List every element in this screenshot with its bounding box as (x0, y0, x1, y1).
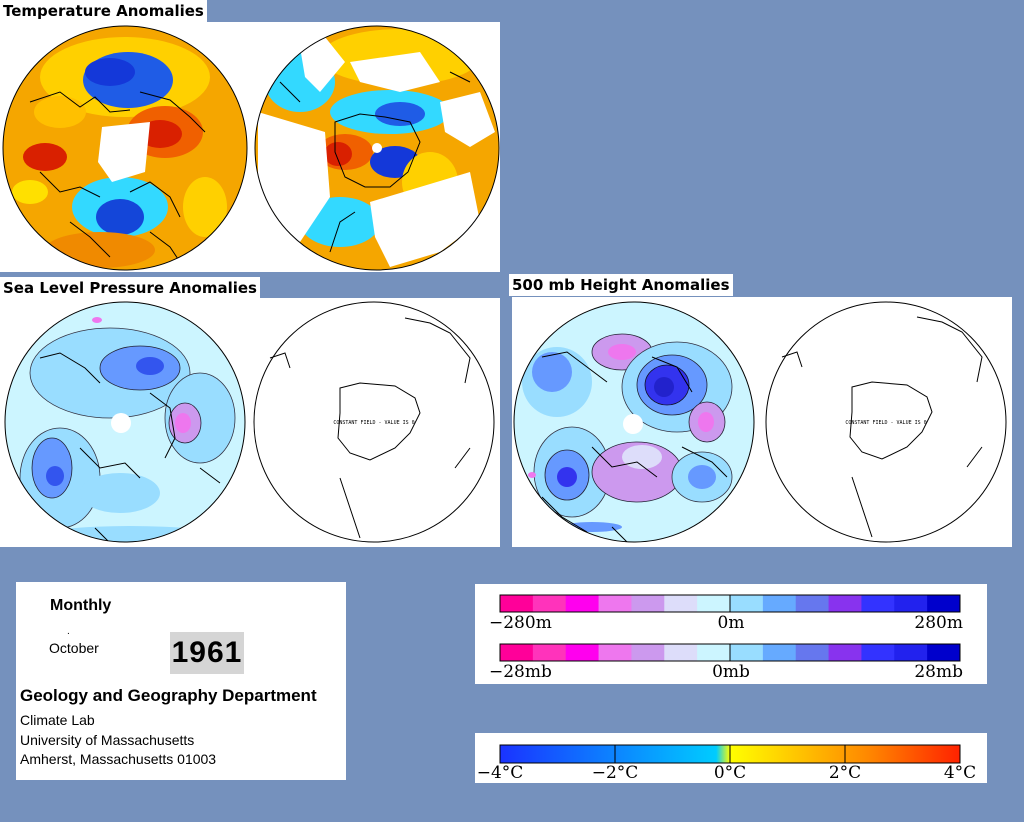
color-bin (828, 595, 862, 612)
color-bin (565, 644, 600, 661)
color-bin (795, 595, 830, 612)
color-bin (927, 644, 961, 661)
height-min-label: −280m (489, 613, 552, 633)
temp-label-0: 0°C (714, 763, 746, 783)
color-bin (762, 595, 797, 612)
pressure-color-bar (499, 643, 961, 662)
temperature-map-panel (0, 22, 500, 272)
pressure-min-label: −28mb (489, 662, 552, 682)
university-label: University of Massachusetts (20, 732, 195, 748)
address-label: Amherst, Massachusetts 01003 (20, 751, 217, 767)
height-500mb-southern-hemisphere-map: CONSTANT FIELD - VALUE IS 0 (765, 301, 1007, 543)
color-bin (697, 595, 731, 612)
color-bin (762, 644, 797, 661)
color-bin (894, 595, 928, 612)
color-bin (664, 595, 698, 612)
color-bin (861, 644, 895, 661)
temp-label-4: 4°C (944, 763, 976, 783)
height-pressure-scale: −280m 0m 280m −28mb 0mb 28mb (475, 584, 987, 684)
height-500mb-map-panel: CONSTANT FIELD - VALUE IS 0 (512, 297, 1012, 547)
temperature-anomalies-title: Temperature Anomalies (0, 0, 207, 22)
color-bin (631, 644, 665, 661)
temp-label-neg4: −4°C (477, 763, 524, 783)
year-label: 1961 (170, 632, 244, 674)
color-bin (828, 644, 862, 661)
slp-northern-hemisphere-map (4, 301, 246, 543)
height-500mb-northern-hemisphere-map (513, 301, 755, 543)
height-constant-field-label: CONSTANT FIELD - VALUE IS 0 (845, 420, 926, 426)
height-color-bar (499, 594, 961, 613)
color-bin (730, 595, 764, 612)
slp-southern-hemisphere-map: CONSTANT FIELD - VALUE IS 0 (253, 301, 495, 543)
color-bin (697, 644, 731, 661)
color-bin (795, 644, 830, 661)
department-label: Geology and Geography Department (20, 686, 317, 705)
temperature-southern-hemisphere-map (254, 25, 500, 271)
height-500mb-title: 500 mb Height Anomalies (509, 274, 733, 296)
sea-level-pressure-map-panel: CONSTANT FIELD - VALUE IS 0 (0, 298, 500, 547)
temperature-scale: −4°C −2°C 0°C 2°C 4°C (475, 733, 987, 783)
sea-level-pressure-title: Sea Level Pressure Anomalies (0, 277, 260, 299)
height-mid-label: 0m (718, 613, 745, 633)
color-bin (894, 644, 928, 661)
height-max-label: 280m (914, 613, 963, 633)
color-bin (927, 595, 961, 612)
color-bin (532, 595, 567, 612)
color-bin (664, 644, 698, 661)
lab-label: Climate Lab (20, 712, 95, 728)
color-bin (500, 644, 534, 661)
period-label: Monthly (50, 597, 112, 614)
color-bin (565, 595, 600, 612)
color-bin (861, 595, 895, 612)
color-bin (631, 595, 665, 612)
color-bin (500, 595, 534, 612)
temperature-northern-hemisphere-map (2, 25, 248, 271)
color-bin (532, 644, 567, 661)
month-label: October (49, 640, 99, 656)
color-bin (598, 644, 632, 661)
marker-dot: . (67, 626, 70, 637)
slp-constant-field-label: CONSTANT FIELD - VALUE IS 0 (333, 420, 414, 426)
color-bin (598, 595, 632, 612)
pressure-mid-label: 0mb (712, 662, 750, 682)
temp-label-2: 2°C (829, 763, 861, 783)
color-bin (730, 644, 764, 661)
pressure-max-label: 28mb (914, 662, 963, 682)
temp-label-neg2: −2°C (592, 763, 639, 783)
info-panel: Monthly . October 1961 Geology and Geogr… (16, 582, 346, 780)
